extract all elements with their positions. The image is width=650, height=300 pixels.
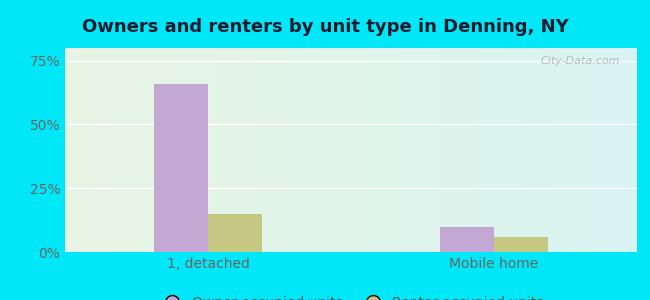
Text: City-Data.com: City-Data.com: [540, 56, 620, 66]
Bar: [153, 84, 208, 252]
Bar: [494, 237, 549, 252]
Bar: [439, 226, 494, 252]
Bar: [208, 214, 263, 252]
Text: Owners and renters by unit type in Denning, NY: Owners and renters by unit type in Denni…: [82, 18, 568, 36]
Legend: Owner occupied units, Renter occupied units: Owner occupied units, Renter occupied un…: [159, 296, 543, 300]
